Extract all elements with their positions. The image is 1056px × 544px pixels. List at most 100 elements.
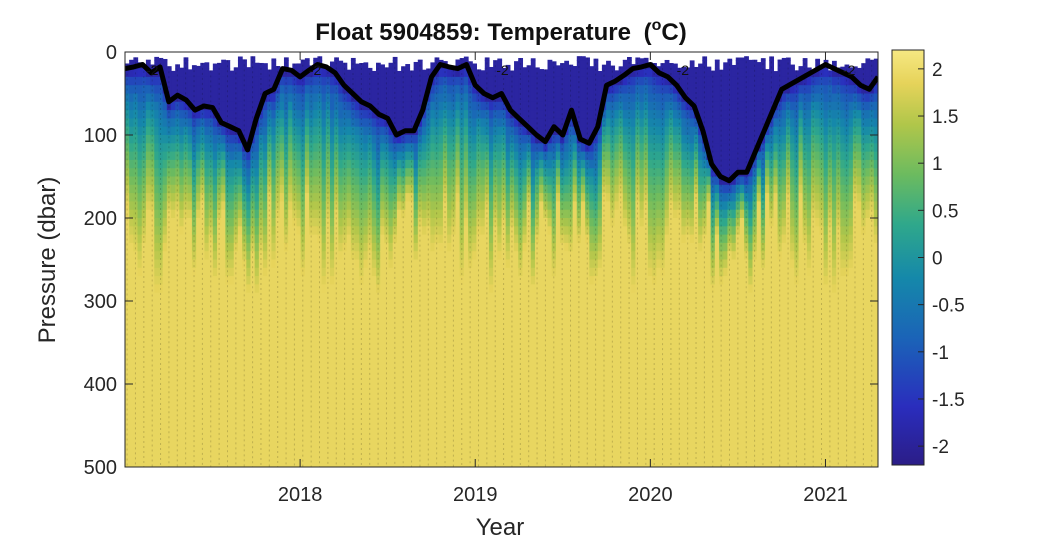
heatmap-cell [514, 251, 519, 261]
heatmap-cell [543, 193, 549, 202]
heatmap-cell [296, 417, 302, 427]
heatmap-cell [258, 433, 264, 443]
heatmap-cell [459, 325, 465, 335]
heatmap-cell [225, 392, 231, 402]
heatmap-cell [204, 359, 210, 368]
heatmap-cell [288, 392, 293, 402]
heatmap-cell [175, 64, 180, 70]
heatmap-cell [246, 384, 252, 393]
heatmap-cell [279, 408, 285, 418]
heatmap-cell [501, 68, 507, 78]
heatmap-cell [191, 359, 197, 368]
heatmap-cell [384, 375, 390, 385]
heatmap-cell [417, 242, 423, 252]
heatmap-cell [534, 425, 540, 435]
heatmap-cell [225, 276, 231, 285]
heatmap-cell [405, 417, 411, 427]
heatmap-cell [488, 242, 494, 252]
heatmap-cell [530, 442, 536, 451]
heatmap-cell [534, 284, 540, 294]
heatmap-cell [501, 392, 507, 402]
heatmap-cell [321, 325, 327, 335]
heatmap-cell [166, 425, 172, 435]
heatmap-cell [166, 251, 172, 261]
heatmap-cell [534, 408, 540, 418]
heatmap-cell [401, 76, 406, 86]
heatmap-cell [426, 334, 431, 344]
heatmap-cell [141, 76, 147, 86]
heatmap-cell [543, 151, 549, 161]
heatmap-cell [526, 309, 532, 319]
heatmap-cell [229, 135, 235, 144]
heatmap-cell [217, 458, 222, 467]
heatmap-cell [534, 143, 540, 153]
heatmap-cell [166, 85, 172, 95]
heatmap-cell [129, 433, 134, 443]
heatmap-cell [459, 375, 465, 385]
heatmap-cell [258, 193, 264, 202]
heatmap-cell [359, 425, 365, 435]
heatmap-cell [183, 251, 189, 261]
heatmap-cell [263, 159, 268, 169]
heatmap-cell [158, 209, 164, 219]
heatmap-cell [242, 450, 247, 460]
heatmap-cell [288, 433, 293, 443]
heatmap-cell [501, 251, 507, 261]
heatmap-cell [526, 417, 532, 427]
heatmap-cell [522, 143, 528, 153]
heatmap-cell [288, 209, 293, 219]
heatmap-cell [158, 301, 164, 310]
heatmap-cell [371, 76, 377, 86]
heatmap-cell [325, 384, 331, 393]
heatmap-cell [522, 209, 528, 219]
heatmap-cell [141, 110, 147, 119]
heatmap-cell [229, 159, 235, 169]
heatmap-cell [493, 126, 498, 136]
heatmap-cell [254, 259, 260, 269]
heatmap-cell [300, 309, 306, 319]
heatmap-cell [526, 226, 532, 236]
heatmap-cell [539, 417, 544, 427]
heatmap-cell [442, 375, 448, 385]
heatmap-cell [271, 242, 277, 252]
heatmap-cell [229, 317, 235, 327]
heatmap-cell [376, 76, 381, 86]
heatmap-cell [346, 400, 352, 410]
heatmap-cell [543, 359, 549, 368]
heatmap-cell [371, 70, 377, 78]
heatmap-cell [200, 317, 206, 327]
heatmap-cell [422, 284, 427, 294]
heatmap-cell [442, 342, 448, 352]
heatmap-cell [158, 259, 164, 269]
heatmap-cell [346, 325, 352, 335]
heatmap-cell [150, 325, 155, 335]
heatmap-cell [254, 417, 260, 427]
heatmap-cell [292, 151, 298, 161]
heatmap-cell [530, 209, 536, 219]
heatmap-cell [401, 350, 406, 360]
heatmap-cell [434, 193, 440, 202]
heatmap-cell [493, 292, 498, 302]
heatmap-cell [376, 226, 381, 236]
heatmap-cell [171, 110, 176, 119]
heatmap-cell [221, 392, 226, 402]
heatmap-cell [233, 201, 239, 211]
heatmap-cell [388, 309, 394, 319]
heatmap-cell [472, 242, 477, 252]
heatmap-cell [292, 242, 298, 252]
heatmap-cell [250, 342, 256, 352]
heatmap-cell [434, 417, 440, 427]
heatmap-cell [442, 359, 448, 368]
heatmap-cell [183, 218, 189, 227]
heatmap-cell [271, 193, 277, 202]
heatmap-cell [384, 201, 390, 211]
heatmap-cell [283, 57, 289, 61]
heatmap-cell [175, 392, 180, 402]
heatmap-cell [468, 85, 473, 95]
heatmap-cell [317, 292, 323, 302]
heatmap-cell [250, 276, 256, 285]
heatmap-cell [183, 417, 189, 427]
heatmap-cell [129, 350, 134, 360]
heatmap-cell [246, 201, 252, 211]
heatmap-cell [221, 209, 226, 219]
